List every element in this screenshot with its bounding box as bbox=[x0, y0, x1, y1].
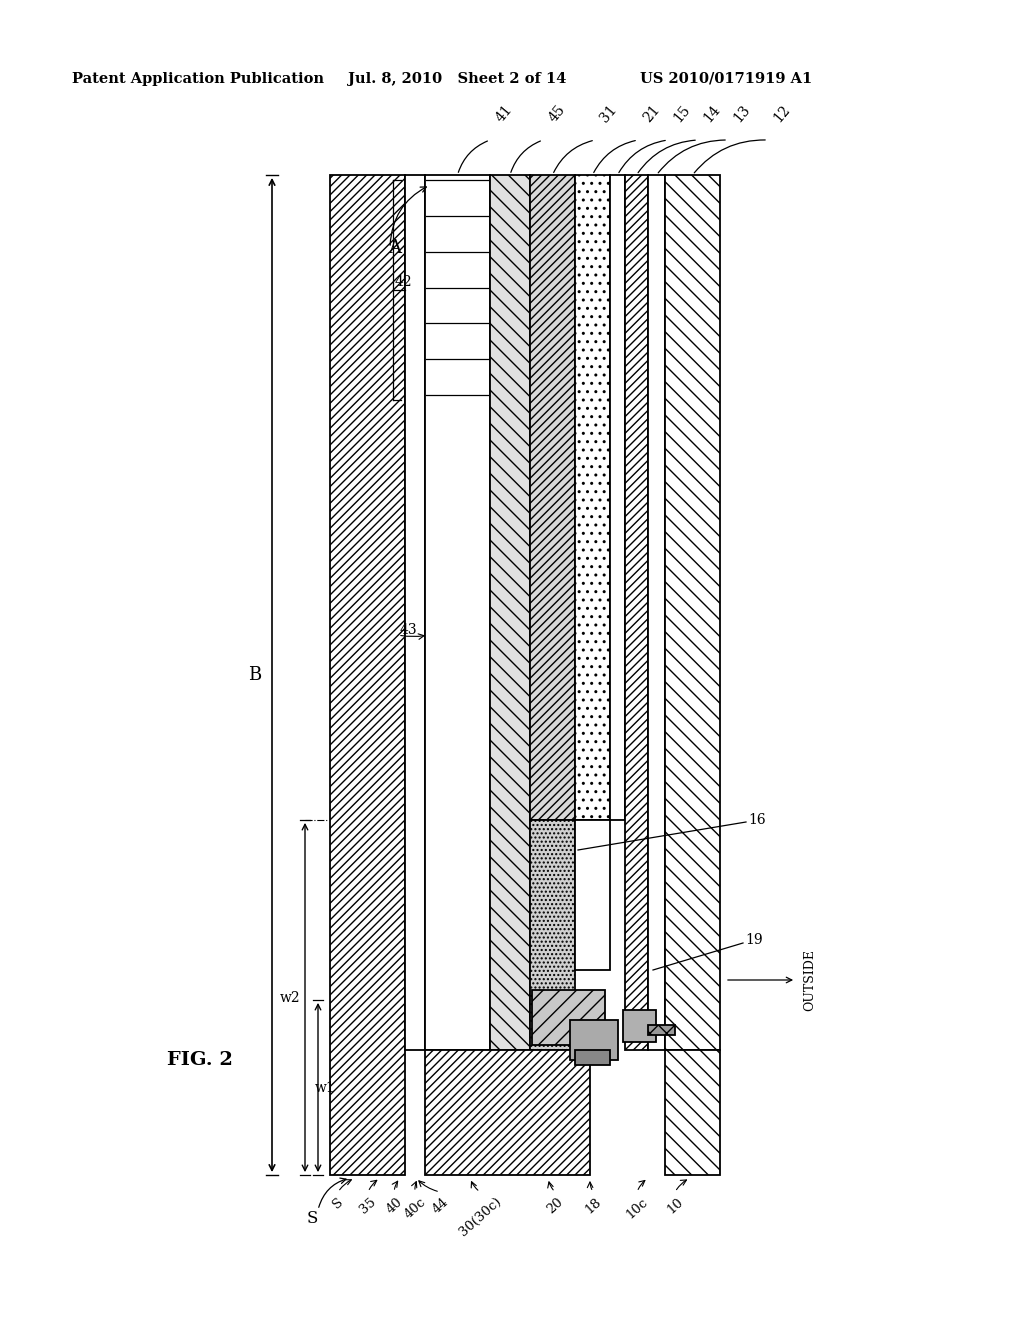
Text: B: B bbox=[249, 667, 261, 684]
Text: 45: 45 bbox=[546, 103, 568, 125]
Text: 31: 31 bbox=[598, 103, 621, 125]
Bar bbox=[425, 176, 490, 1049]
Text: 41: 41 bbox=[493, 103, 515, 125]
Text: 13: 13 bbox=[731, 103, 753, 125]
Text: 12: 12 bbox=[771, 103, 793, 125]
Bar bbox=[610, 176, 625, 820]
Text: 40c: 40c bbox=[401, 1195, 428, 1221]
Text: OUTSIDE: OUTSIDE bbox=[804, 949, 816, 1011]
Text: Patent Application Publication: Patent Application Publication bbox=[72, 73, 324, 86]
Bar bbox=[648, 1026, 675, 1035]
Text: A: A bbox=[388, 239, 401, 257]
Bar bbox=[575, 176, 610, 820]
Bar bbox=[406, 176, 425, 1049]
Bar bbox=[530, 820, 575, 1049]
Bar bbox=[570, 1020, 618, 1060]
Text: US 2010/0171919 A1: US 2010/0171919 A1 bbox=[640, 73, 812, 86]
Bar bbox=[623, 1010, 656, 1041]
Text: w2: w2 bbox=[280, 990, 300, 1005]
Text: 35: 35 bbox=[357, 1195, 379, 1216]
Text: 30(30c): 30(30c) bbox=[457, 1195, 504, 1239]
Text: 15: 15 bbox=[671, 103, 693, 125]
Bar bbox=[330, 176, 406, 1175]
Bar bbox=[532, 990, 605, 1045]
Text: 43: 43 bbox=[400, 623, 418, 638]
Text: 16: 16 bbox=[748, 813, 766, 828]
Text: S: S bbox=[331, 1195, 346, 1210]
Bar bbox=[425, 1049, 590, 1175]
Bar bbox=[530, 176, 575, 820]
Text: FIG. 2: FIG. 2 bbox=[167, 1051, 232, 1069]
Bar bbox=[625, 176, 648, 1049]
Text: 42: 42 bbox=[395, 275, 413, 289]
Text: w1: w1 bbox=[314, 1081, 336, 1094]
Text: S: S bbox=[306, 1210, 317, 1228]
Bar bbox=[648, 176, 665, 1049]
Text: 14: 14 bbox=[701, 103, 723, 125]
Text: 21: 21 bbox=[641, 103, 664, 125]
Text: Jul. 8, 2010   Sheet 2 of 14: Jul. 8, 2010 Sheet 2 of 14 bbox=[348, 73, 566, 86]
Text: 10: 10 bbox=[665, 1195, 686, 1216]
Text: 44: 44 bbox=[429, 1195, 451, 1216]
Bar bbox=[490, 176, 530, 1049]
Text: 20: 20 bbox=[545, 1195, 565, 1216]
Text: 18: 18 bbox=[583, 1195, 603, 1216]
Bar bbox=[665, 1049, 720, 1175]
Bar bbox=[575, 820, 610, 970]
Text: 40: 40 bbox=[383, 1195, 404, 1216]
Bar bbox=[575, 1049, 610, 1065]
Text: 19: 19 bbox=[745, 933, 763, 946]
Bar bbox=[665, 176, 720, 1049]
Text: 10c: 10c bbox=[624, 1195, 650, 1221]
